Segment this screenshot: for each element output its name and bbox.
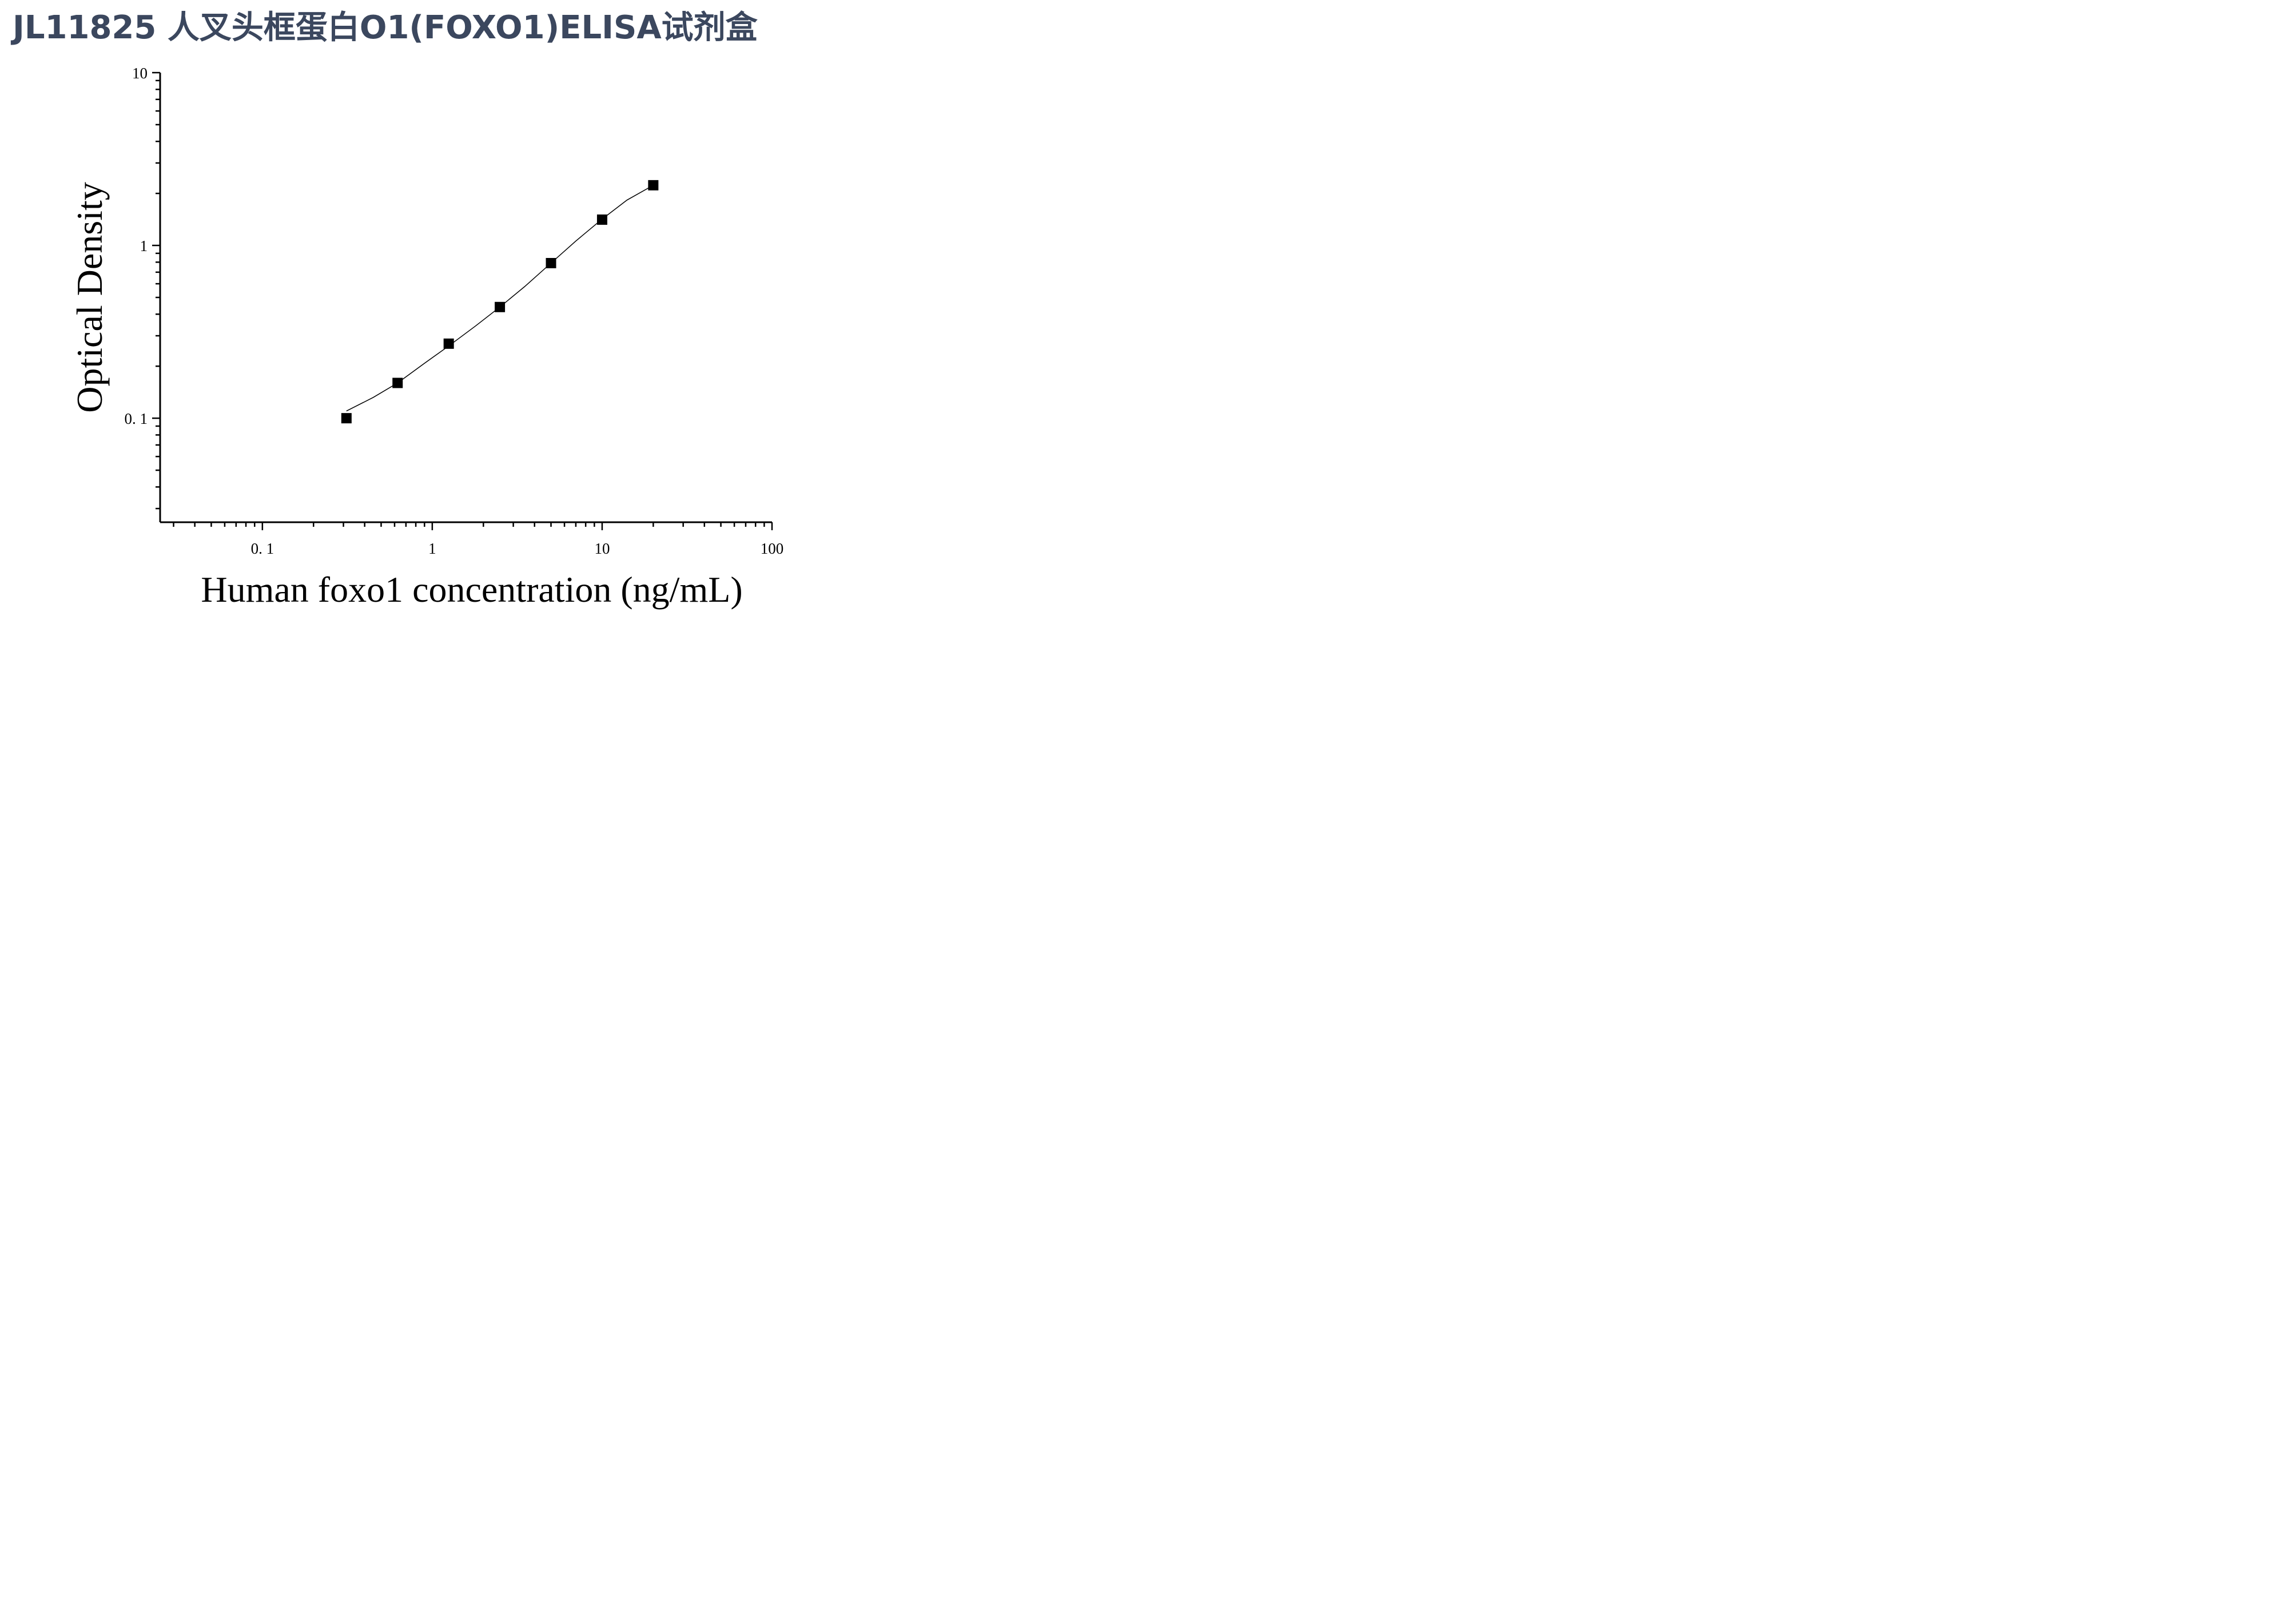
x-tick-label: 10 — [594, 540, 610, 557]
x-tick-label: 1 — [428, 540, 436, 557]
data-point — [596, 214, 607, 225]
axes: 0. 1 1 10 100 0. 1 1 10 — [125, 65, 784, 557]
data-point — [392, 378, 403, 388]
x-tick-label: 100 — [761, 540, 784, 557]
data-point — [648, 180, 659, 190]
data-point — [495, 301, 506, 312]
data-point — [341, 413, 352, 424]
y-tick-label: 1 — [140, 237, 148, 255]
page-title: JL11825 人叉头框蛋白O1(FOXO1)ELISA试剂盒 — [13, 9, 758, 46]
data-point — [546, 257, 556, 268]
x-axis-title: Human foxo1 concentration (ng/mL) — [201, 569, 742, 610]
y-tick-label: 10 — [132, 65, 148, 82]
x-tick-label: 0. 1 — [251, 540, 274, 557]
data-points — [341, 180, 659, 424]
data-point — [443, 338, 454, 349]
y-axis-title: Optical Density — [69, 182, 110, 412]
y-tick-label: 0. 1 — [125, 410, 148, 427]
standard-curve-chart: 0. 1 1 10 100 0. 1 1 10 Human foxo1 concentrat… — [69, 65, 784, 610]
